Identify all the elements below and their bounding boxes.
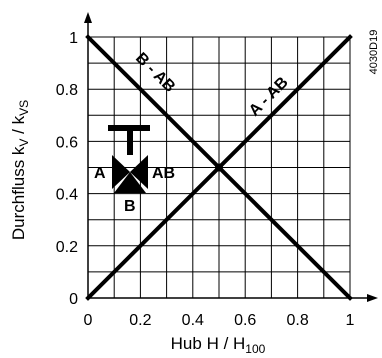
tick-labels: 0 0.2 0.4 0.6 0.8 1 0 0.2 0.4 0.6 0.8 1 [56,30,355,329]
y-tick-label: 0.6 [56,134,78,151]
y-tick-label: 0.4 [56,187,78,204]
x-axis-label: Hub H / H100 [171,334,266,356]
x-tick-label: 0.4 [182,312,204,329]
series-label-a-ab: A - AB [246,74,292,120]
x-tick-label: 0.2 [129,312,151,329]
x-tick-label: 0 [84,312,93,329]
three-way-valve-icon [108,125,150,193]
y-tick-label: 0 [69,291,78,308]
valve-port-b-label: B [124,198,136,215]
valve-port-ab-label: AB [152,165,175,182]
y-axis-label: Durchfluss kV / kVS [9,100,31,240]
y-tick-label: 0.8 [56,82,78,99]
x-axis-arrow [367,294,378,302]
chart-axes [84,12,378,302]
x-tick-label: 0.6 [234,312,256,329]
x-tick-label: 1 [346,312,355,329]
y-tick-label: 0.2 [56,239,78,256]
y-tick-label: 1 [69,30,78,47]
chart-series [85,34,353,301]
figure-code: 4030D19 [368,30,380,75]
intersection-point [215,163,223,172]
x-tick-label: 0.8 [286,312,308,329]
valve-port-a-label: A [94,165,106,182]
y-axis-arrow [84,12,92,23]
